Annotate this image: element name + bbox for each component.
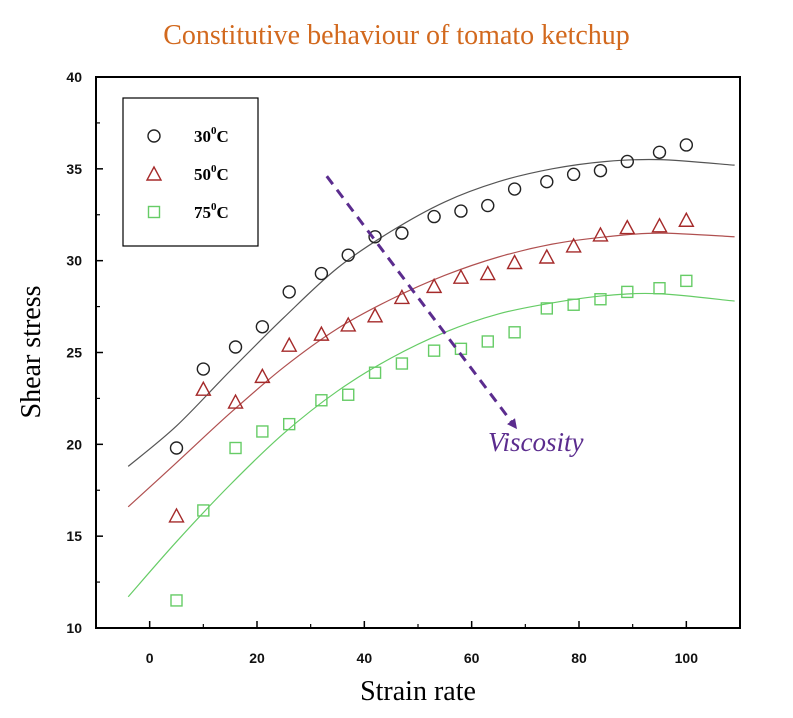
data-point-square (594, 293, 607, 306)
data-point-circle (454, 204, 468, 218)
legend-marker-circle (147, 129, 161, 143)
data-point-triangle (619, 219, 636, 235)
data-point-circle (566, 167, 581, 182)
data-point-circle (652, 145, 667, 160)
data-point-triangle (479, 265, 496, 281)
data-point-triangle (313, 325, 330, 341)
data-point-square (315, 394, 328, 407)
y-tick-label: 30 (66, 253, 82, 269)
x-tick-label: 40 (357, 650, 373, 666)
x-tick-label: 80 (571, 650, 587, 666)
data-point-square (680, 274, 693, 288)
data-point-circle (427, 209, 441, 224)
data-point-triangle (592, 226, 609, 242)
data-point-square (621, 285, 634, 299)
data-point-square (481, 335, 494, 348)
y-tick-label: 10 (66, 620, 82, 636)
data-point-triangle (366, 307, 384, 323)
y-tick-label: 35 (66, 161, 82, 177)
data-point-triangle (168, 507, 185, 523)
data-point-circle (593, 163, 608, 178)
viscosity-annotation: Viscosity (325, 175, 583, 457)
data-point-square (170, 594, 183, 607)
data-point-circle (368, 230, 382, 244)
x-axis-label: Strain rate (360, 676, 476, 707)
axes: 0 20 40 60 80 100 10 15 20 25 30 35 40 (66, 69, 741, 666)
fit-line (127, 158, 735, 467)
data-point-circle (481, 198, 495, 213)
data-point-square (197, 504, 210, 517)
data-point-square (368, 366, 382, 379)
legend-marker-triangle (145, 165, 163, 181)
data-point-square (256, 425, 269, 438)
data-point-square (653, 282, 666, 295)
data-point-circle (314, 266, 329, 281)
data-point-circle (540, 174, 554, 189)
data-point-square (283, 417, 296, 431)
data-point-square (540, 302, 553, 315)
data-point-circle (282, 285, 296, 299)
data-point-triangle (393, 288, 411, 305)
data-points (168, 138, 695, 607)
data-point-circle (169, 441, 184, 455)
data-point-triangle (538, 248, 555, 264)
legend-label: 300C (194, 125, 229, 146)
fit-lines (127, 158, 735, 598)
data-point-circle (679, 138, 694, 152)
data-point-circle (196, 362, 211, 376)
data-point-square (427, 344, 441, 357)
data-point-square (395, 357, 409, 370)
data-point-triangle (678, 211, 695, 227)
data-point-square (229, 441, 242, 455)
data-point-circle (341, 248, 355, 262)
legend-marker-square (147, 205, 161, 219)
data-point-circle (507, 182, 522, 196)
y-tick-label: 15 (66, 528, 82, 544)
legend-label: 500C (194, 163, 229, 184)
data-point-circle (255, 320, 270, 334)
data-point-square (342, 388, 355, 401)
data-point-triangle (281, 336, 298, 352)
data-point-triangle (227, 393, 244, 409)
y-tick-label: 20 (66, 436, 82, 452)
data-point-triangle (506, 254, 523, 270)
y-tick-label: 40 (66, 69, 82, 85)
data-point-triangle (340, 316, 357, 332)
x-tick-label: 20 (249, 650, 265, 666)
fit-line (127, 232, 735, 508)
annotation-label: Viscosity (488, 427, 583, 457)
data-point-circle (228, 340, 243, 354)
x-tick-label: 0 (146, 650, 154, 666)
data-point-circle (395, 226, 409, 240)
data-point-circle (620, 154, 634, 169)
fit-line (127, 292, 735, 598)
data-point-triangle (254, 367, 271, 384)
data-point-triangle (195, 380, 212, 396)
data-point-triangle (452, 268, 470, 284)
data-point-triangle (565, 237, 582, 253)
x-tick-label: 100 (675, 650, 699, 666)
legend-label: 750C (194, 201, 229, 222)
x-tick-label: 60 (464, 650, 480, 666)
viscosity-arrow (325, 175, 518, 430)
legend: 300C 500C 750C (122, 97, 259, 247)
y-axis-label: Shear stress (16, 286, 47, 419)
data-point-square (508, 326, 521, 339)
y-tick-label: 25 (66, 345, 82, 361)
chart-title: Constitutive behaviour of tomato ketchup (163, 20, 630, 51)
data-point-triangle (651, 217, 668, 233)
data-point-square (567, 298, 580, 311)
legend-box (122, 97, 259, 247)
data-point-triangle (425, 277, 443, 294)
